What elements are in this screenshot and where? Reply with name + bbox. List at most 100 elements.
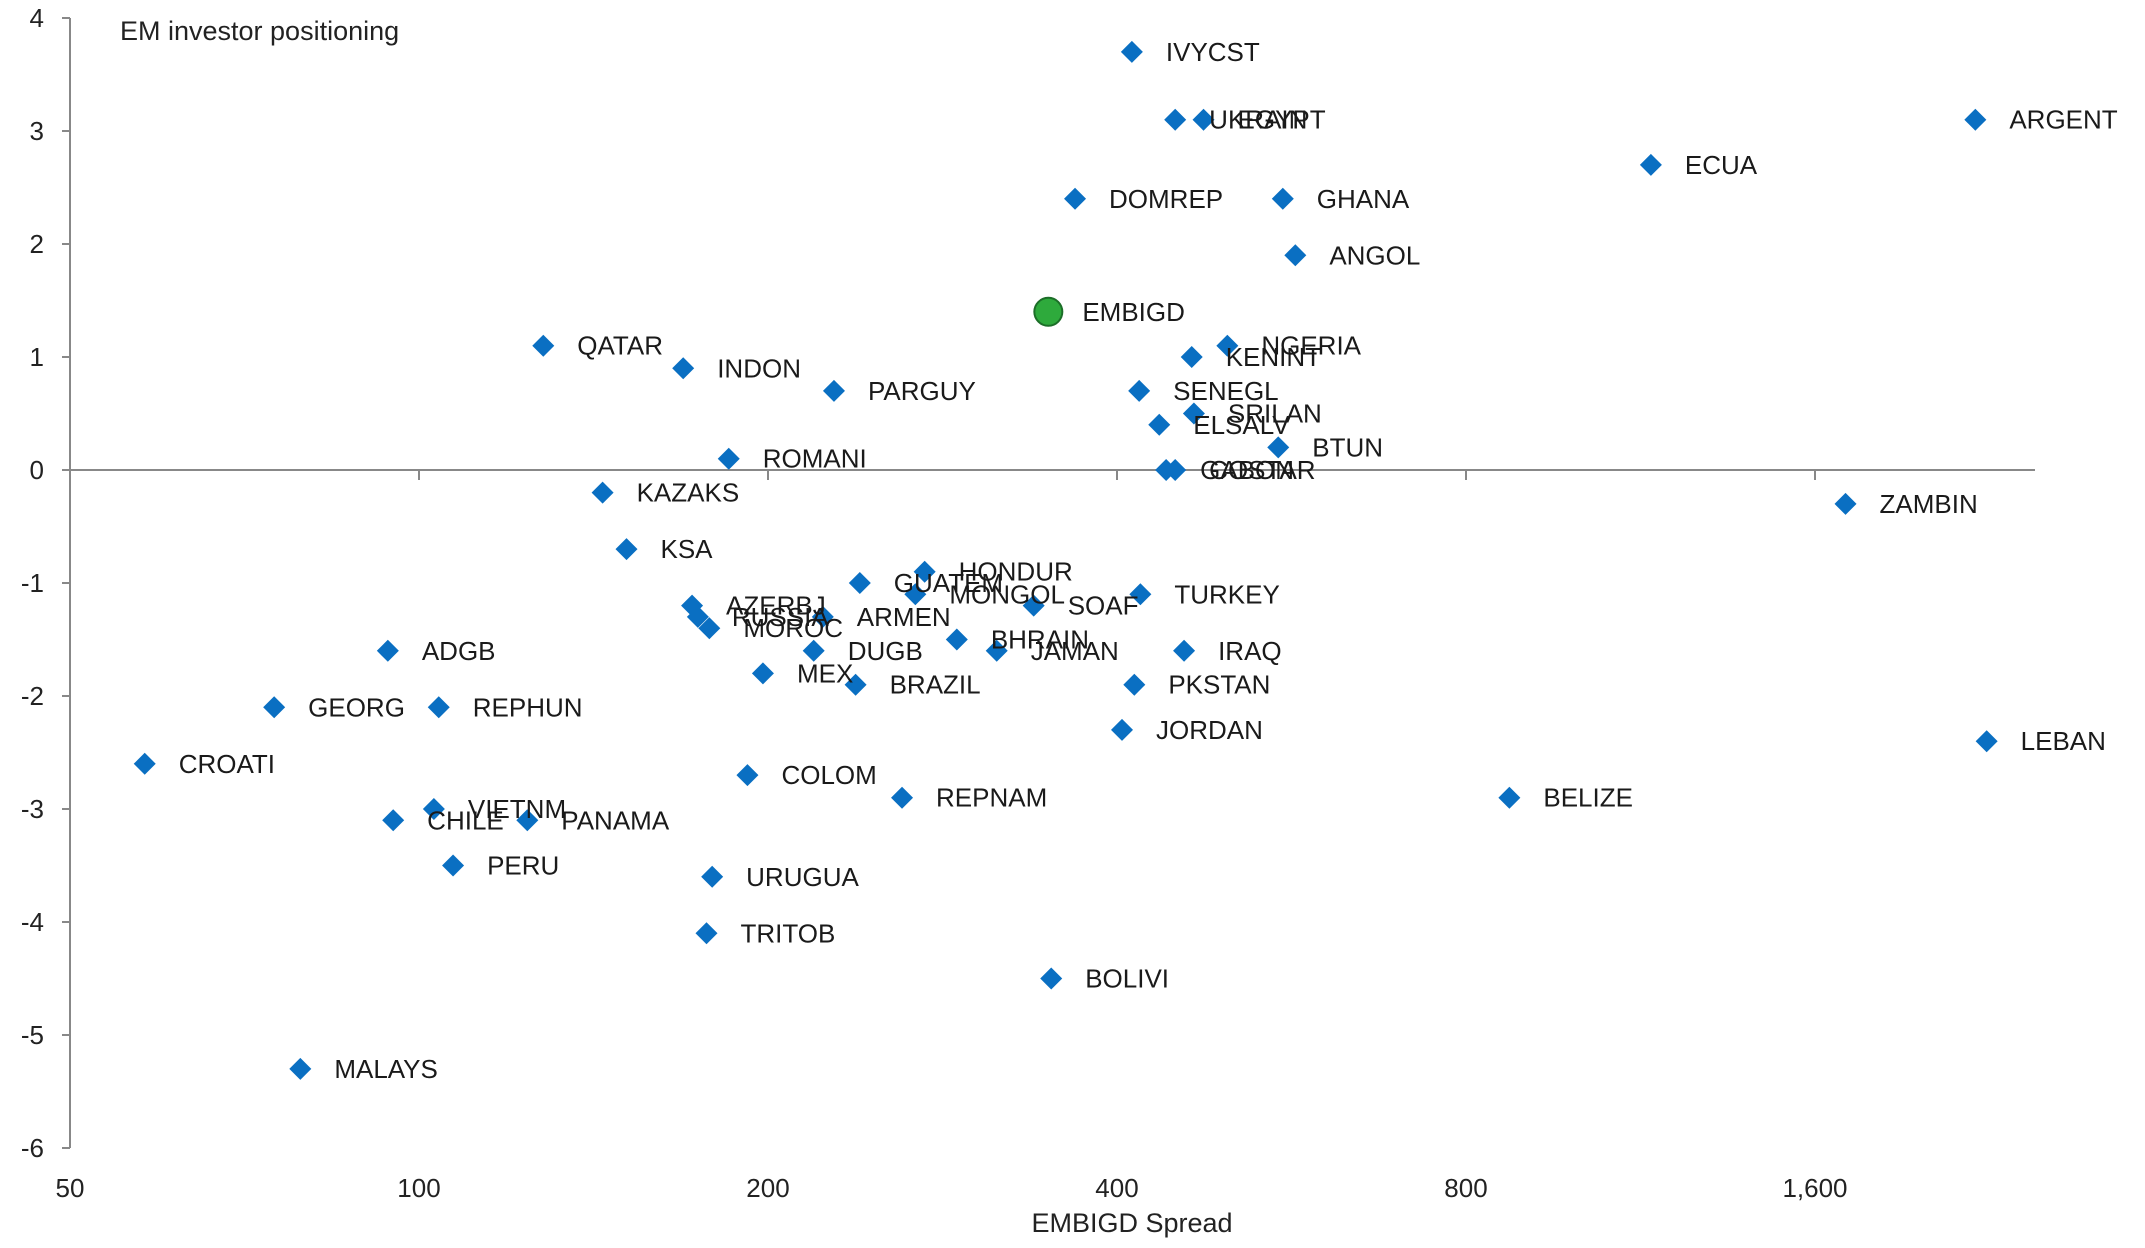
point-label: REPNAM [936, 783, 1047, 813]
point-label: UKRAIN [1209, 105, 1307, 135]
point-marker [1111, 718, 1134, 741]
point-marker [1284, 244, 1307, 267]
point-marker [382, 809, 405, 832]
y-tick-label: -2 [21, 681, 44, 711]
point-marker [891, 786, 914, 809]
point-marker [717, 447, 740, 470]
point-label: GABON [1200, 455, 1294, 485]
point-label: GHANA [1317, 184, 1410, 214]
point-label: PARGUY [868, 376, 976, 406]
point-marker [263, 696, 286, 719]
y-tick-label: 1 [30, 342, 44, 372]
point-label: IRAQ [1218, 636, 1282, 666]
point-marker [904, 583, 927, 606]
point-marker [802, 639, 825, 662]
point-label: MONGOL [949, 579, 1065, 609]
y-tick-label: -4 [21, 907, 44, 937]
point-label: NGERIA [1261, 331, 1361, 361]
point-marker [1164, 459, 1187, 481]
point-marker [376, 639, 399, 662]
x-tick-label: 800 [1444, 1173, 1487, 1203]
point-marker [811, 605, 834, 628]
x-tick-label: 100 [397, 1173, 440, 1203]
x-tick-label: 400 [1095, 1173, 1138, 1203]
point-marker [1123, 673, 1146, 696]
point-marker [289, 1057, 312, 1080]
point-marker [591, 481, 614, 504]
point-label: ECUA [1685, 150, 1758, 180]
point-label: PANAMA [561, 805, 670, 835]
x-tick-label: 50 [56, 1173, 85, 1203]
point-label: MOROC [743, 613, 843, 643]
point-marker [1128, 379, 1151, 402]
point-marker [695, 922, 718, 945]
point-label: SOAF [1068, 591, 1139, 621]
point-label: TURKEY [1174, 579, 1279, 609]
point-label: GUATEM [894, 568, 1003, 598]
y-axis-ticks: 4 3 2 1 0 -1 -2 -3 -4 -5 -6 [21, 3, 70, 1163]
x-tick-label: 1,600 [1782, 1173, 1847, 1203]
point-marker [945, 628, 968, 651]
y-tick-label: -1 [21, 568, 44, 598]
point-label: MALAYS [334, 1054, 438, 1084]
point-marker [1216, 334, 1239, 357]
point-marker [1182, 402, 1205, 425]
point-marker [1022, 594, 1045, 617]
point-marker [1148, 413, 1171, 436]
point-marker [1834, 492, 1857, 515]
x-axis-title: EMBIGD Spread [1031, 1208, 1232, 1238]
point-label: LEBAN [2021, 726, 2106, 756]
point-label: ZAMBIN [1880, 489, 1978, 519]
point-label: BHRAIN [991, 625, 1089, 655]
point-marker [1271, 187, 1294, 210]
point-label: HONDUR [959, 557, 1073, 587]
point-marker [1064, 187, 1087, 210]
point-label: ELSALV [1193, 410, 1290, 440]
point-label: SRILAN [1228, 399, 1322, 429]
y-tick-label: 0 [30, 455, 44, 485]
point-label: ARGENT [2009, 105, 2117, 135]
point-marker [1129, 583, 1152, 606]
point-marker [516, 809, 539, 832]
point-label: MEX [797, 658, 853, 688]
y-tick-label: 2 [30, 229, 44, 259]
point-label: BRAZIL [890, 670, 981, 700]
y-tick-label: 3 [30, 116, 44, 146]
point-marker [422, 798, 445, 820]
point-label: COSTAR [1209, 455, 1315, 485]
point-marker [1975, 730, 1998, 753]
point-marker [751, 662, 774, 685]
point-marker [1267, 436, 1290, 459]
point-marker [532, 334, 555, 357]
point-label: BELIZE [1543, 783, 1633, 813]
point-marker [822, 379, 845, 402]
point-label: CROATI [179, 749, 275, 779]
point-label: DOMREP [1109, 184, 1223, 214]
point-label: RUSSIA [732, 602, 829, 632]
point-label: GEORG [308, 692, 405, 722]
point-marker [672, 357, 695, 380]
point-label: KSA [660, 534, 713, 564]
x-tick-label: 200 [746, 1173, 789, 1203]
point-marker [686, 605, 709, 628]
point-label: KAZAKS [637, 478, 740, 508]
point-label: COLOM [781, 760, 876, 790]
point-label: IVYCST [1166, 37, 1260, 67]
y-tick-label: -6 [21, 1133, 44, 1163]
point-marker [701, 865, 724, 888]
point-label: CHILE [427, 805, 504, 835]
point-label: TRITOB [740, 918, 835, 948]
point-marker [1192, 108, 1215, 131]
point-marker [985, 639, 1008, 662]
data-points [133, 40, 1998, 1080]
point-label: KENINT [1226, 342, 1321, 372]
point-highlight [1033, 296, 1064, 327]
y-tick-label: -5 [21, 1020, 44, 1050]
point-marker [133, 752, 156, 775]
point-label: DUGB [848, 636, 923, 666]
point-marker [1498, 786, 1521, 809]
point-marker [615, 538, 638, 561]
point-label: JAMAN [1031, 636, 1119, 666]
point-label: ROMANI [763, 444, 867, 474]
